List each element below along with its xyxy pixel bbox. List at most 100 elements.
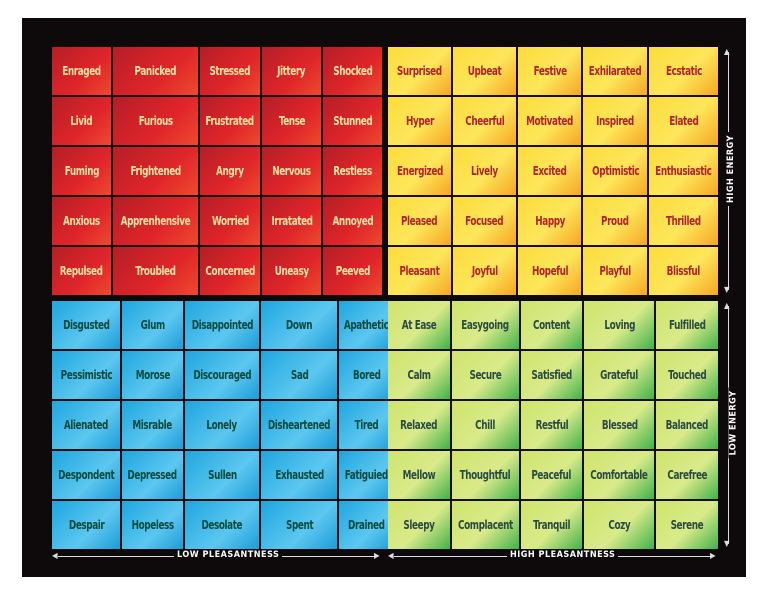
emotion-label: Pleasant: [399, 264, 440, 278]
emotion-label: Morose: [135, 368, 170, 382]
emotion-cell: Jittery: [262, 47, 322, 95]
emotion-cell: Pleasant: [388, 247, 452, 295]
emotion-cell: Surprised: [388, 47, 452, 95]
emotion-cell: Motivated: [518, 97, 582, 145]
emotion-label: Hopeless: [131, 518, 174, 532]
emotion-cell: Ecstatic: [649, 47, 718, 95]
emotion-cell: Peeved: [323, 247, 382, 295]
emotion-cell: Irratated: [262, 197, 322, 245]
emotion-cell: Comfortable: [584, 451, 655, 499]
emotion-cell: Nervous: [262, 147, 322, 195]
emotion-cell: Chill: [451, 401, 519, 449]
emotion-cell: Shocked: [323, 47, 382, 95]
emotion-label: Disappointed: [191, 318, 253, 332]
emotion-cell: Alienated: [52, 401, 121, 449]
emotion-cell: Tense: [262, 97, 322, 145]
emotion-cell: Down: [261, 301, 338, 349]
emotion-label: Festive: [533, 64, 567, 78]
emotion-label: Peeved: [335, 264, 370, 278]
emotion-cell: Depressed: [122, 451, 183, 499]
emotion-label: Troubled: [135, 264, 176, 278]
emotion-cell: Elated: [649, 97, 718, 145]
arrow-left-icon: ◀: [52, 551, 58, 560]
arrow-right-icon: ▶: [374, 551, 380, 560]
emotion-label: Sleepy: [403, 518, 435, 532]
emotion-label: Secure: [469, 368, 502, 382]
emotion-cell: Pleased: [388, 197, 452, 245]
emotion-label: Alienated: [64, 418, 109, 432]
emotion-cell: Blissful: [649, 247, 718, 295]
emotion-label: Touched: [668, 368, 707, 382]
emotion-cell: Energized: [388, 147, 452, 195]
emotion-label: Serene: [670, 518, 704, 532]
emotion-cell: Anxious: [52, 197, 111, 245]
emotion-cell: Festive: [518, 47, 582, 95]
emotion-label: Irratated: [271, 214, 313, 228]
emotion-label: Proud: [601, 214, 630, 228]
emotion-label: Pessimistic: [60, 368, 113, 382]
emotion-label: Stunned: [333, 114, 373, 128]
emotion-label: Joyful: [471, 264, 498, 278]
emotion-cell: Discouraged: [184, 351, 260, 399]
emotion-cell: Hyper: [388, 97, 452, 145]
emotion-cell: Balanced: [656, 401, 718, 449]
emotion-label: Carefree: [667, 468, 707, 482]
emotion-label: Sullen: [207, 468, 237, 482]
emotion-label: Depressed: [127, 468, 178, 482]
emotion-label: Pleased: [401, 214, 438, 228]
emotion-label: Loving: [603, 318, 635, 332]
arrow-left-icon: ◀: [388, 551, 394, 560]
emotion-cell: Secure: [451, 351, 519, 399]
emotion-label: Surprised: [397, 64, 442, 78]
quadrant-red: Enraged Panicked Stressed Jittery Shocked Liv…: [52, 47, 382, 295]
emotion-cell: Repulsed: [52, 247, 111, 295]
emotion-cell: Calm: [388, 351, 450, 399]
emotion-label: Misrable: [132, 418, 173, 432]
emotion-label: Upbeat: [467, 64, 502, 78]
emotion-label: Exhilarated: [589, 64, 642, 78]
emotion-label: Thrilled: [666, 214, 702, 228]
emotion-cell: Annoyed: [323, 197, 382, 245]
emotion-cell: Serene: [656, 501, 718, 549]
emotion-label: Blessed: [601, 418, 638, 432]
emotion-label: Complacent: [457, 518, 513, 532]
emotion-cell: Lively: [453, 147, 517, 195]
emotion-label: Easygoing: [461, 318, 509, 332]
emotion-label: Optimistic: [591, 164, 639, 178]
emotion-cell: Complacent: [451, 501, 519, 549]
emotion-label: Nervous: [272, 164, 311, 178]
emotion-label: Satisfied: [531, 368, 572, 382]
emotion-label: Worried: [211, 214, 249, 228]
emotion-cell: Excited: [518, 147, 582, 195]
emotion-label: Apathetic: [344, 318, 389, 332]
emotion-cell: Frustrated: [199, 97, 261, 145]
emotion-cell: Frightened: [112, 147, 198, 195]
emotion-label: Peaceful: [531, 468, 572, 482]
emotion-label: Lonely: [206, 418, 238, 432]
emotion-cell: Lonely: [184, 401, 260, 449]
emotion-cell: Despondent: [52, 451, 121, 499]
emotion-cell: Mellow: [388, 451, 450, 499]
emotion-label: Excited: [532, 164, 567, 178]
emotion-label: Disheartened: [268, 418, 331, 432]
emotion-cell: Sullen: [184, 451, 260, 499]
emotion-label: Annoyed: [332, 214, 373, 228]
quadrant-yellow: Surprised Upbeat Festive Exhilarated Ecstati…: [388, 47, 718, 295]
high-energy-label: HIGH ENERGY: [725, 132, 736, 206]
mood-meter: Enraged Panicked Stressed Jittery Shocked Liv…: [22, 18, 746, 577]
emotion-cell: Grateful: [584, 351, 655, 399]
emotion-cell: Livid: [52, 97, 111, 145]
emotion-label: Elated: [669, 114, 699, 128]
emotion-cell: Sleepy: [388, 501, 450, 549]
emotion-cell: Tranquil: [520, 501, 583, 549]
emotion-cell: Hopeless: [122, 501, 183, 549]
emotion-label: Down: [286, 318, 313, 332]
emotion-cell: Despair: [52, 501, 121, 549]
emotion-cell: Stressed: [199, 47, 261, 95]
emotion-label: Panicked: [134, 64, 177, 78]
emotion-label: Fuming: [64, 164, 99, 178]
emotion-label: Ecstatic: [665, 64, 702, 78]
emotion-cell: Fulfilled: [656, 301, 718, 349]
emotion-label: Discouraged: [193, 368, 251, 382]
emotion-cell: Misrable: [122, 401, 183, 449]
